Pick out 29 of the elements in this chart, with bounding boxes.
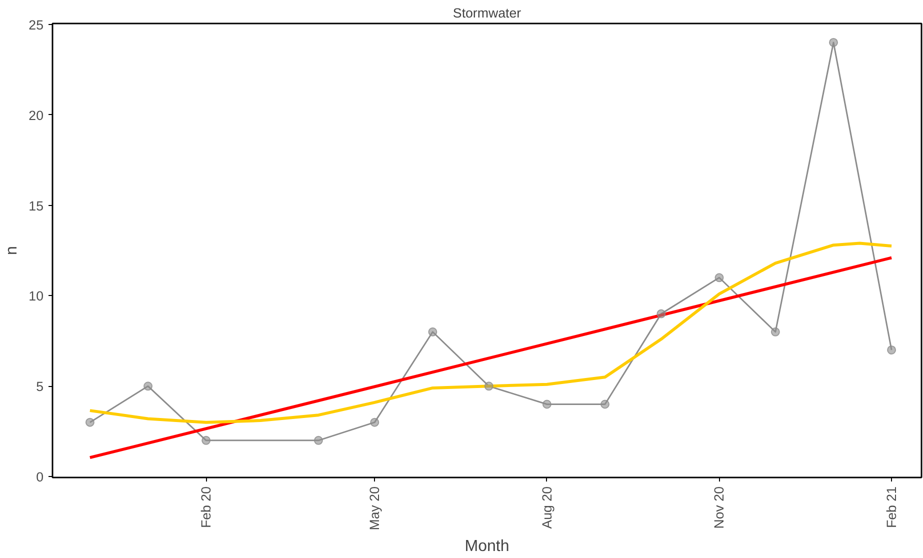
point bbox=[370, 418, 380, 427]
x-tick-label: Aug 20 bbox=[539, 486, 554, 529]
y-tick-label: 10 bbox=[28, 288, 44, 304]
point bbox=[85, 418, 94, 427]
x-tick-label: Feb 21 bbox=[884, 486, 900, 528]
point bbox=[202, 436, 211, 445]
point bbox=[314, 436, 323, 445]
x-tick-label: Nov 20 bbox=[712, 486, 727, 529]
x-tick-label: May 20 bbox=[367, 486, 382, 530]
y-tick-label: 25 bbox=[28, 17, 44, 32]
x-tick-label: Feb 20 bbox=[198, 486, 214, 528]
point bbox=[887, 345, 896, 354]
point bbox=[714, 273, 724, 282]
chart-title: Stormwater bbox=[452, 6, 522, 20]
point bbox=[600, 400, 610, 409]
y-tick-label: 0 bbox=[36, 470, 44, 485]
y-tick-label: 5 bbox=[36, 379, 44, 394]
y-tick-label: 15 bbox=[28, 198, 44, 214]
point bbox=[656, 309, 666, 318]
point bbox=[828, 38, 838, 47]
x-axis-title: Month bbox=[464, 538, 510, 556]
y-axis-title: n bbox=[4, 246, 21, 255]
line-series bbox=[88, 242, 894, 424]
y-tick-label: 20 bbox=[28, 108, 44, 123]
point bbox=[770, 327, 780, 336]
point bbox=[428, 327, 438, 336]
point bbox=[144, 382, 153, 391]
point bbox=[484, 382, 494, 391]
point bbox=[542, 400, 552, 409]
